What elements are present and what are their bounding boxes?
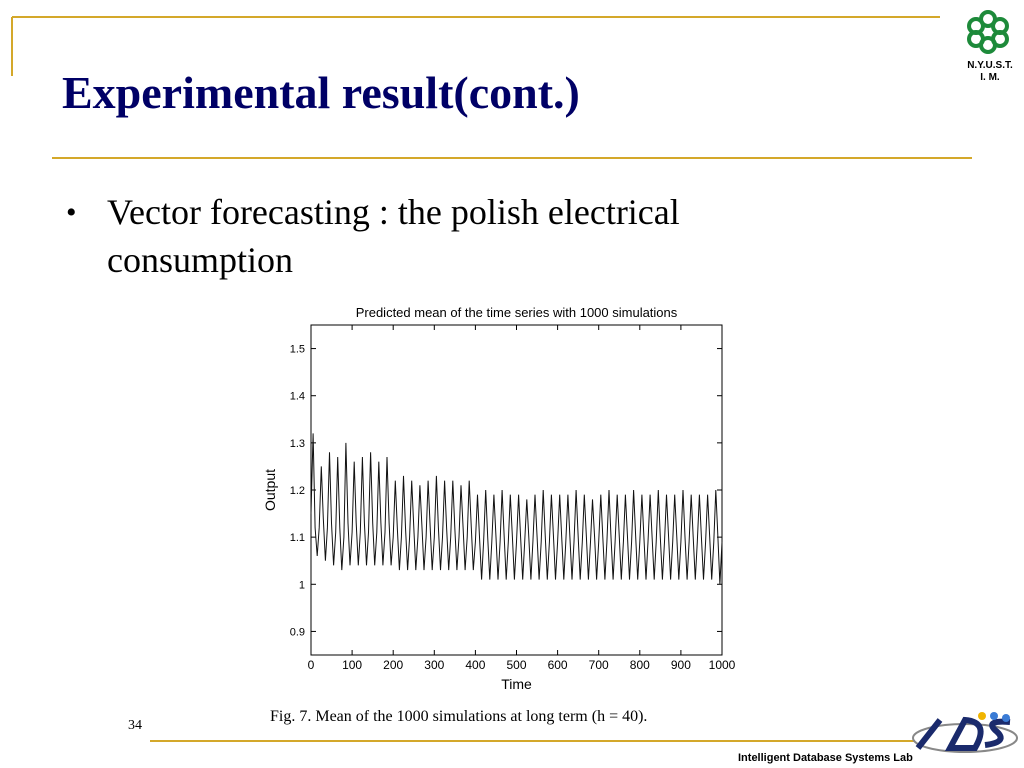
y-tick-label: 1.4 <box>290 391 305 403</box>
page-number: 34 <box>128 718 142 733</box>
x-tick-label: 500 <box>506 658 526 672</box>
y-tick-label: 1 <box>299 579 305 591</box>
figure-caption: Fig. 7. Mean of the 1000 simulations at … <box>270 708 648 725</box>
footer: Intelligent Database Systems Lab <box>738 752 913 764</box>
y-tick-label: 1.1 <box>290 532 305 544</box>
x-tick-label: 100 <box>342 658 362 672</box>
x-tick-label: 400 <box>465 658 485 672</box>
ids-logo <box>912 712 1018 753</box>
logo-flower <box>967 10 1009 54</box>
x-tick-label: 0 <box>308 658 315 672</box>
y-axis-label: Output <box>262 469 278 511</box>
x-tick-label: 1000 <box>709 658 736 672</box>
x-tick-label: 900 <box>671 658 691 672</box>
x-tick-label: 800 <box>630 658 650 672</box>
slide-title: Experimental result(cont.) <box>62 67 580 118</box>
y-tick-label: 1.3 <box>290 438 305 450</box>
bullet-dot: • <box>66 196 77 229</box>
y-tick-label: 1.5 <box>290 344 305 356</box>
logo-text: I. M. <box>980 72 1000 83</box>
chart-title: Predicted mean of the time series with 1… <box>356 305 678 320</box>
x-tick-label: 700 <box>589 658 609 672</box>
y-tick-label: 1.2 <box>290 485 305 497</box>
logo-text: N.Y.U.S.T. <box>967 60 1013 71</box>
x-axis-label: Time <box>501 676 532 692</box>
bullet-text: Vector forecasting : the polish electric… <box>107 192 680 280</box>
series-line <box>310 433 723 585</box>
x-tick-label: 300 <box>424 658 444 672</box>
plot-frame <box>310 324 723 656</box>
y-tick-label: 0.9 <box>290 626 305 638</box>
x-tick-label: 600 <box>548 658 568 672</box>
chart: Predicted mean of the time series with 1… <box>262 305 736 692</box>
x-tick-label: 200 <box>383 658 403 672</box>
